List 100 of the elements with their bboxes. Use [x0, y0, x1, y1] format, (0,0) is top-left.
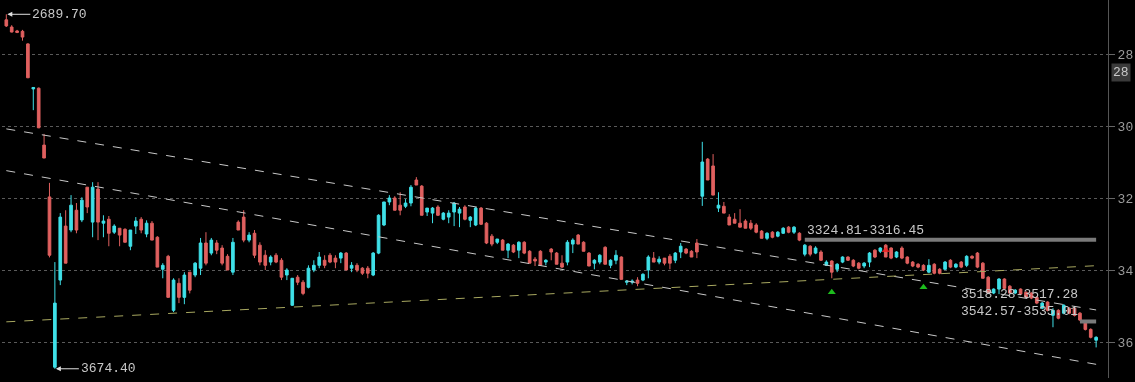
- candlestick: [727, 213, 732, 226]
- candlestick: [635, 276, 640, 287]
- candlestick: [90, 181, 95, 238]
- candlestick: [619, 255, 624, 280]
- candlestick: [290, 277, 295, 307]
- candlestick: [371, 251, 376, 277]
- candlestick: [85, 186, 90, 214]
- candlestick: [808, 244, 813, 257]
- candlestick: [285, 267, 289, 281]
- y-tick-label: 34: [1117, 263, 1134, 279]
- candlestick: [716, 191, 721, 213]
- candlestick: [349, 261, 354, 273]
- candlestick: [792, 225, 796, 235]
- candlestick: [1002, 277, 1007, 290]
- candlestick: [927, 258, 931, 274]
- candlestick: [695, 238, 699, 259]
- candlestick: [468, 215, 473, 228]
- candlestick: [500, 238, 505, 251]
- candlestick: [133, 216, 138, 235]
- candlestick: [338, 251, 343, 264]
- candlestick: [473, 206, 478, 227]
- candlestick: [522, 240, 527, 255]
- candlestick: [835, 262, 839, 273]
- candlestick: [684, 247, 688, 255]
- candlestick: [344, 251, 349, 271]
- candlestick: [506, 242, 510, 259]
- point: [827, 288, 836, 295]
- candlestick: [565, 239, 570, 266]
- candlestick: [306, 264, 311, 289]
- candlestick: [425, 207, 429, 217]
- point: [919, 283, 928, 290]
- candlestick: [430, 206, 435, 224]
- candlestick: [759, 229, 764, 239]
- candlestick: [166, 254, 170, 298]
- candlestick: [31, 86, 36, 111]
- candlestick: [813, 245, 818, 255]
- candlestick: [4, 13, 9, 28]
- candlestick: [441, 211, 446, 221]
- candlestick: [819, 249, 823, 262]
- candlestick: [948, 258, 953, 269]
- series-label: 3324.81-3316.45: [807, 223, 925, 238]
- candlestick: [414, 176, 419, 186]
- candlestick: [862, 261, 866, 269]
- candlestick: [1083, 320, 1088, 331]
- candlestick: [954, 262, 958, 269]
- candlestick: [673, 251, 678, 264]
- candlestick: [770, 230, 775, 239]
- candlestick: [641, 272, 645, 282]
- candlestick: [193, 261, 197, 278]
- candlestick: [943, 260, 947, 271]
- candlestick: [63, 209, 68, 264]
- candlestick: [274, 252, 278, 264]
- candlestick: [840, 255, 845, 264]
- candlestick: [959, 260, 964, 269]
- candlestick: [107, 215, 111, 247]
- candlestick: [177, 277, 181, 304]
- candlestick: [198, 237, 203, 276]
- candlestick: [236, 219, 241, 231]
- candlestick: [797, 231, 802, 242]
- candlestick: [101, 214, 106, 238]
- candlestick: [646, 254, 651, 279]
- candlestick: [722, 201, 726, 214]
- y-tick-label: 32: [1117, 191, 1134, 207]
- y-tick-label: 30: [1117, 119, 1134, 135]
- candlestick: [700, 141, 705, 207]
- candlestick: [581, 240, 586, 252]
- candlestick: [479, 206, 483, 226]
- candlestick: [36, 86, 41, 129]
- y-tick-label: 36: [1117, 335, 1134, 351]
- candlestick: [964, 254, 969, 268]
- candlestick: [873, 248, 877, 259]
- candlestick: [231, 237, 235, 276]
- candlestick: [544, 258, 548, 266]
- candlestick: [1094, 335, 1098, 348]
- candlestick: [96, 181, 100, 241]
- candlestick: [419, 184, 424, 216]
- candlestick: [457, 206, 462, 228]
- annotation: 2689.70: [32, 7, 87, 22]
- candlestick: [829, 259, 834, 279]
- candlestick: [878, 246, 883, 254]
- candlestick: [576, 233, 581, 245]
- candlestick: [511, 243, 516, 254]
- candlestick: [937, 267, 942, 275]
- candlestick: [171, 277, 176, 313]
- candlestick: [657, 255, 661, 265]
- candlestick: [597, 253, 602, 265]
- candlestick: [856, 261, 861, 270]
- candlestick: [932, 262, 937, 275]
- candlestick: [58, 212, 63, 286]
- candlestick: [436, 204, 440, 217]
- candlestick: [592, 258, 597, 270]
- candlestick: [204, 231, 208, 266]
- candlestick: [112, 223, 117, 235]
- candlestick: [765, 231, 769, 241]
- candlestick: [495, 238, 500, 245]
- candlestick: [187, 271, 192, 294]
- candlestick: [549, 247, 554, 261]
- candlestick: [517, 240, 521, 259]
- candlestick: [20, 29, 25, 42]
- candlestick: [69, 194, 73, 233]
